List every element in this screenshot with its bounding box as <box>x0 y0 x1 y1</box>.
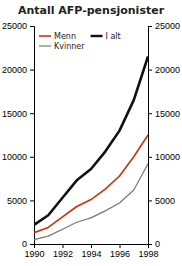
tick-mark <box>30 70 34 71</box>
tick: 1996 <box>110 244 130 259</box>
legend-item: Menn <box>39 32 76 41</box>
tick-label: 1996 <box>110 249 130 259</box>
plot-area <box>34 57 148 240</box>
series-line <box>34 57 148 225</box>
series-line <box>34 164 148 240</box>
chart: Antall AFP-pensjonister19901992199419961… <box>0 0 182 266</box>
y-axis: 0 5000 10000 15000 20000 25000 <box>2 21 35 249</box>
tick: 15000 <box>2 109 34 119</box>
axis-line <box>30 27 35 245</box>
tick-label: 10000 <box>155 152 180 162</box>
tick: 5000 <box>7 196 34 206</box>
tick-mark <box>148 157 152 158</box>
tick: 1992 <box>53 244 73 259</box>
tick-mark <box>30 244 34 245</box>
legend-item: Kvinner <box>39 42 85 51</box>
tick-label: 20000 <box>2 65 27 75</box>
tick: 1990 <box>24 244 44 259</box>
tick-mark <box>148 113 152 114</box>
tick-label: 20000 <box>155 65 180 75</box>
x-axis: 1990 1992 1994 1996 1998 <box>24 244 158 259</box>
tick: 25000 <box>2 21 34 31</box>
legend-background <box>36 28 124 54</box>
tick: 0 <box>148 239 160 249</box>
tick-label: 5000 <box>155 196 175 206</box>
legend: Menn I alt Kvinner <box>36 28 124 54</box>
legend-swatch <box>91 35 103 37</box>
tick-label: 1990 <box>24 249 44 259</box>
tick: 10000 <box>2 152 34 162</box>
tick-label: 1992 <box>53 249 73 259</box>
tick-label: 15000 <box>155 109 180 119</box>
tick-label: 10000 <box>2 152 27 162</box>
tick-label: 15000 <box>2 109 27 119</box>
tick-mark <box>63 244 64 248</box>
tick: 15000 <box>148 109 180 119</box>
tick: 20000 <box>148 65 180 75</box>
tick-mark <box>30 157 34 158</box>
tick: 5000 <box>148 196 175 206</box>
tick-label: 5000 <box>7 196 27 206</box>
tick-mark <box>148 70 152 71</box>
y2-axis: 0 5000 10000 15000 20000 25000 <box>148 21 180 249</box>
tick-mark <box>148 200 152 201</box>
legend-swatch <box>39 35 51 37</box>
tick-label: 0 <box>155 239 160 249</box>
tick-mark <box>30 26 34 27</box>
tick: 0 <box>22 239 34 249</box>
legend-label: Kvinner <box>54 42 85 51</box>
tick: 20000 <box>2 65 34 75</box>
tick-label: 1998 <box>138 249 158 259</box>
legend-swatch <box>39 45 51 46</box>
tick-mark <box>30 113 34 114</box>
title: Antall AFP-pensjonister <box>18 4 165 17</box>
tick: 1994 <box>81 244 101 259</box>
tick-label: 25000 <box>155 21 180 31</box>
tick: 25000 <box>148 21 180 31</box>
tick-mark <box>30 200 34 201</box>
tick: 10000 <box>148 152 180 162</box>
tick-mark <box>120 244 121 248</box>
tick-mark <box>91 244 92 248</box>
tick-label: 1994 <box>81 249 101 259</box>
tick-label: 25000 <box>2 21 27 31</box>
legend-label: Menn <box>54 32 76 41</box>
legend-label: I alt <box>106 32 121 41</box>
legend-item: I alt <box>91 32 121 41</box>
tick-mark <box>148 244 152 245</box>
tick-label: 0 <box>22 239 27 249</box>
axis-line <box>35 245 149 249</box>
axis-line <box>149 27 153 245</box>
tick-mark <box>148 26 152 27</box>
